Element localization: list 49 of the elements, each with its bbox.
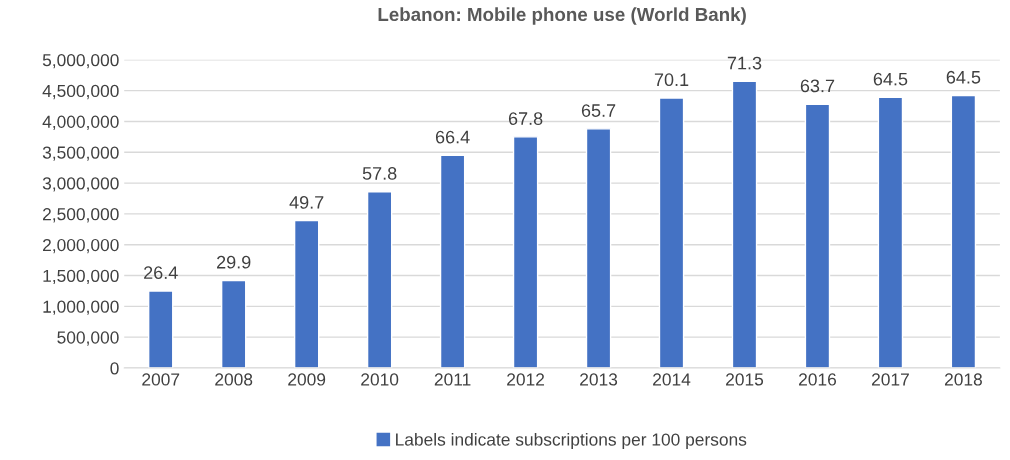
bar xyxy=(877,96,904,368)
annotation: 66.4 xyxy=(435,130,470,144)
y-tick-label: 3,500,000 xyxy=(42,146,119,161)
y-tick-label: 1,000,000 xyxy=(43,300,119,315)
bar xyxy=(804,103,831,368)
bar xyxy=(366,191,393,368)
x-tick-label: 2017 xyxy=(872,373,909,386)
bar xyxy=(512,136,539,368)
x-tick-label: 2013 xyxy=(580,373,618,386)
y-tick-label: 500,000 xyxy=(57,331,119,346)
annotation: 49.7 xyxy=(289,195,324,209)
x-tick-label: 2008 xyxy=(215,373,253,386)
bar xyxy=(293,219,320,368)
bar xyxy=(147,290,174,368)
y-tick-label: 0 xyxy=(110,362,119,375)
annotation: 64.5 xyxy=(873,72,908,86)
bar xyxy=(731,80,758,368)
y-tick-label: 3,000,000 xyxy=(42,177,119,192)
bar xyxy=(950,94,977,368)
x-tick-label: 2018 xyxy=(944,373,982,386)
bar xyxy=(439,154,466,368)
bar xyxy=(585,128,612,368)
bar xyxy=(658,97,685,368)
annotation: 65.7 xyxy=(581,104,616,117)
y-tick-label: 2,500,000 xyxy=(43,208,119,223)
y-tick-label: 4,500,000 xyxy=(42,84,119,100)
annotation: 70.1 xyxy=(654,73,689,87)
x-tick-label: 2012 xyxy=(507,373,545,386)
x-tick-label: 2011 xyxy=(434,373,471,386)
y-tick-label: 4,000,000 xyxy=(42,115,119,130)
y-tick-label: 5,000,000 xyxy=(42,53,119,69)
y-tick-label: 1,500,000 xyxy=(43,269,119,285)
x-tick-label: 2016 xyxy=(799,373,837,386)
y-tick-label: 2,000,000 xyxy=(43,238,119,254)
annotation: 26.4 xyxy=(144,266,178,280)
annotation: 64.5 xyxy=(946,70,981,84)
x-tick-label: 2007 xyxy=(142,373,180,386)
x-tick-label: 2014 xyxy=(653,373,691,386)
annotation: 71.3 xyxy=(727,56,762,70)
annotation: 67.8 xyxy=(508,112,543,125)
x-tick-label: 2015 xyxy=(726,373,764,386)
x-tick-label: 2010 xyxy=(361,373,399,386)
chart-title: Lebanon: Mobile phone use (World Bank) xyxy=(378,7,746,25)
annotation: 57.8 xyxy=(362,167,397,180)
annotation: 29.9 xyxy=(217,255,251,269)
x-tick-label: 2009 xyxy=(288,373,326,386)
bar xyxy=(220,279,247,368)
annotation: 63.7 xyxy=(800,79,835,93)
legend-label: Labels indicate subscriptions per 100 persons xyxy=(396,432,747,450)
